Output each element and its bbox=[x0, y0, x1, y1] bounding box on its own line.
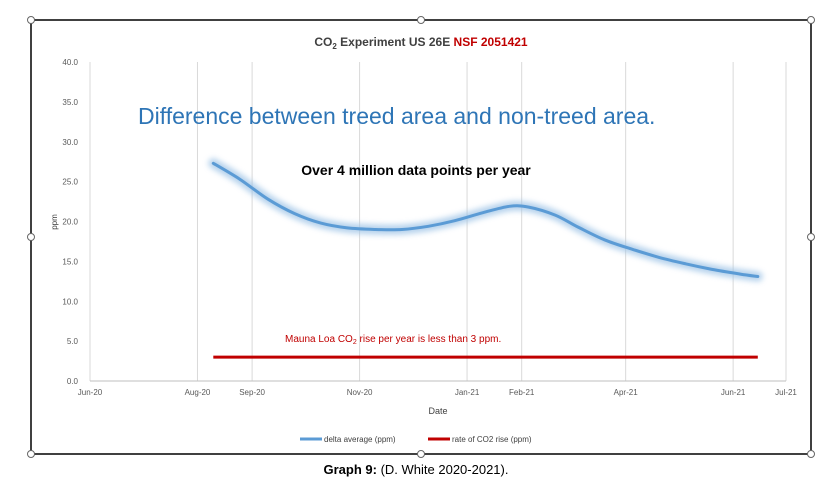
title-suffix: Experiment US 26E bbox=[337, 35, 454, 49]
x-tick-label: Jun-20 bbox=[78, 388, 103, 397]
legend: delta average (ppm) rate of CO2 rise (pp… bbox=[300, 435, 532, 444]
x-tick-label: Nov-20 bbox=[347, 388, 373, 397]
caption-label: Graph 9: bbox=[323, 462, 377, 477]
x-tick-label: Sep-20 bbox=[239, 388, 265, 397]
y-tick-label: 35.0 bbox=[62, 98, 78, 107]
y-tick-label: 25.0 bbox=[62, 178, 78, 187]
headline-text: Difference between treed area and non-tr… bbox=[138, 103, 655, 129]
x-tick-label: Apr-21 bbox=[614, 388, 639, 397]
chart-title: CO2 Experiment US 26E NSF 2051421 bbox=[314, 35, 528, 51]
resize-handle-tr[interactable] bbox=[807, 16, 815, 24]
y-tick-labels: 0.0 5.0 10.0 15.0 20.0 25.0 30.0 35.0 40.0 bbox=[62, 58, 78, 386]
title-highlight: NSF 2051421 bbox=[454, 35, 528, 49]
resize-handle-bl[interactable] bbox=[27, 450, 35, 458]
resize-handle-ml[interactable] bbox=[27, 233, 35, 241]
series-delta-average-line bbox=[211, 161, 760, 278]
legend-label-rate: rate of CO2 rise (ppm) bbox=[452, 435, 532, 444]
x-tick-label: Aug-20 bbox=[185, 388, 211, 397]
y-tick-label: 20.0 bbox=[62, 218, 78, 227]
y-axis-label: ppm bbox=[50, 214, 59, 230]
figure-caption: Graph 9: (D. White 2020-2021). bbox=[0, 462, 832, 477]
x-tick-label: Feb-21 bbox=[509, 388, 535, 397]
chart-frame bbox=[30, 19, 812, 455]
y-tick-label: 5.0 bbox=[67, 337, 79, 346]
annotation-prefix: Mauna Loa CO bbox=[285, 334, 353, 345]
y-tick-label: 40.0 bbox=[62, 58, 78, 67]
x-tick-labels: Jun-20 Aug-20 Sep-20 Nov-20 Jan-21 Feb-21 Apr-… bbox=[78, 388, 798, 397]
y-tick-label: 0.0 bbox=[67, 377, 79, 386]
x-axis-label: Date bbox=[428, 406, 447, 416]
resize-handle-tm[interactable] bbox=[417, 16, 425, 24]
annotation-suffix: rise per year is less than 3 ppm. bbox=[357, 334, 502, 345]
series-layer bbox=[208, 158, 763, 359]
x-tick-label: Jun-21 bbox=[721, 388, 746, 397]
mauna-loa-annotation: Mauna Loa CO2 rise per year is less than… bbox=[285, 334, 501, 346]
x-tick-label: Jan-21 bbox=[455, 388, 480, 397]
y-tick-label: 30.0 bbox=[62, 138, 78, 147]
legend-label-delta: delta average (ppm) bbox=[324, 435, 396, 444]
x-tick-label: Jul-21 bbox=[775, 388, 797, 397]
subheadline-text: Over 4 million data points per year bbox=[301, 162, 531, 178]
y-tick-label: 10.0 bbox=[62, 297, 78, 306]
annotation-subscript: 2 bbox=[353, 339, 357, 346]
title-prefix: CO bbox=[314, 35, 332, 49]
resize-handle-bm[interactable] bbox=[417, 450, 425, 458]
resize-handle-mr[interactable] bbox=[807, 233, 815, 241]
resize-handle-br[interactable] bbox=[807, 450, 815, 458]
y-tick-label: 15.0 bbox=[62, 257, 78, 266]
caption-text: (D. White 2020-2021). bbox=[376, 462, 509, 477]
selection-handles bbox=[27, 16, 815, 458]
resize-handle-tl[interactable] bbox=[27, 16, 35, 24]
title-subscript: 2 bbox=[332, 42, 337, 51]
